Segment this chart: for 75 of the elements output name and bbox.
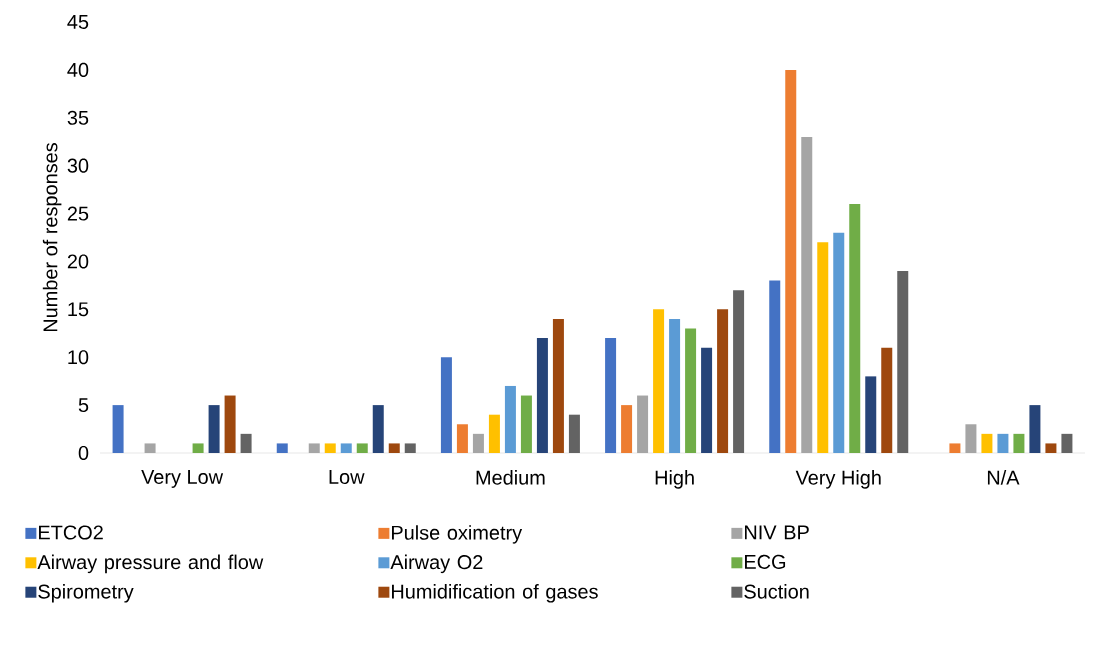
y-tick-label: 40 (67, 62, 89, 77)
bar (833, 232, 845, 453)
bar (965, 424, 977, 453)
bar (552, 318, 564, 453)
bar (308, 443, 320, 453)
legend-label: ETCO2 (39, 525, 103, 540)
bar (733, 290, 745, 453)
y-tick-label: 35 (67, 110, 89, 125)
bar (949, 443, 961, 453)
bar (504, 385, 516, 453)
legend-label: Suction (744, 584, 809, 599)
bar (324, 443, 336, 453)
bar (488, 414, 500, 453)
y-tick-label: 30 (67, 158, 89, 173)
bar (356, 443, 368, 453)
legend-label: Spirometry (38, 584, 134, 603)
bar (456, 424, 468, 453)
bar (536, 338, 548, 453)
bar (568, 414, 580, 453)
bar (653, 309, 665, 453)
x-tick-label: Very Low (141, 470, 224, 488)
bar (192, 443, 204, 453)
bar (1061, 433, 1073, 453)
bar (404, 443, 416, 453)
bar (621, 405, 633, 453)
bar (685, 328, 697, 453)
bar (997, 433, 1009, 453)
legend-label: NIV BP (745, 525, 809, 540)
bar (701, 347, 713, 453)
y-tick-label: 0 (78, 445, 89, 461)
bar (897, 271, 909, 453)
bar (637, 395, 649, 453)
y-tick-label: 45 (67, 15, 89, 29)
y-tick-label: 25 (67, 206, 89, 221)
x-tick-label: Very High (795, 470, 881, 489)
bar (144, 443, 156, 453)
bar (865, 376, 877, 453)
bar (1045, 443, 1057, 453)
legend-label: Pulse oximetry (392, 525, 523, 544)
bar (981, 433, 993, 453)
bar (240, 433, 252, 453)
bar (817, 242, 829, 453)
y-tick-label: 5 (78, 398, 89, 413)
x-tick-label: Medium (476, 470, 545, 485)
bar (520, 395, 532, 453)
x-tick-label: Low (329, 470, 365, 484)
bar (112, 405, 124, 453)
bar (605, 338, 617, 453)
legend-label: Airway pressure and flow (37, 554, 264, 574)
bar (208, 405, 220, 453)
bar (849, 203, 861, 453)
bar (224, 395, 236, 453)
bar (1029, 405, 1041, 453)
legend-label: Humidification of gases (392, 584, 598, 603)
bar (717, 309, 729, 453)
bar (388, 443, 400, 453)
x-tick-label: High (655, 470, 694, 489)
bar (372, 405, 384, 453)
bar (881, 347, 893, 453)
bar (472, 433, 484, 453)
bar (276, 443, 288, 453)
bar (801, 136, 813, 453)
x-tick-label: N/A (987, 470, 1020, 485)
bar (785, 69, 797, 453)
bar (769, 280, 781, 453)
legend-label: ECG (745, 554, 786, 569)
y-tick-label: 20 (67, 254, 89, 269)
bar (669, 318, 681, 453)
bar (440, 357, 452, 453)
legend-label: Airway O2 (390, 554, 483, 574)
bar (1013, 433, 1025, 453)
y-tick-label: 10 (68, 350, 89, 365)
y-tick-label: 15 (68, 302, 89, 317)
y-axis-title: Number of responses (42, 143, 62, 332)
bar (340, 443, 352, 453)
